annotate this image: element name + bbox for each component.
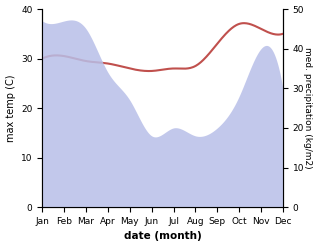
X-axis label: date (month): date (month) [124,231,202,242]
Y-axis label: med. precipitation (kg/m2): med. precipitation (kg/m2) [303,47,312,169]
Y-axis label: max temp (C): max temp (C) [5,74,16,142]
